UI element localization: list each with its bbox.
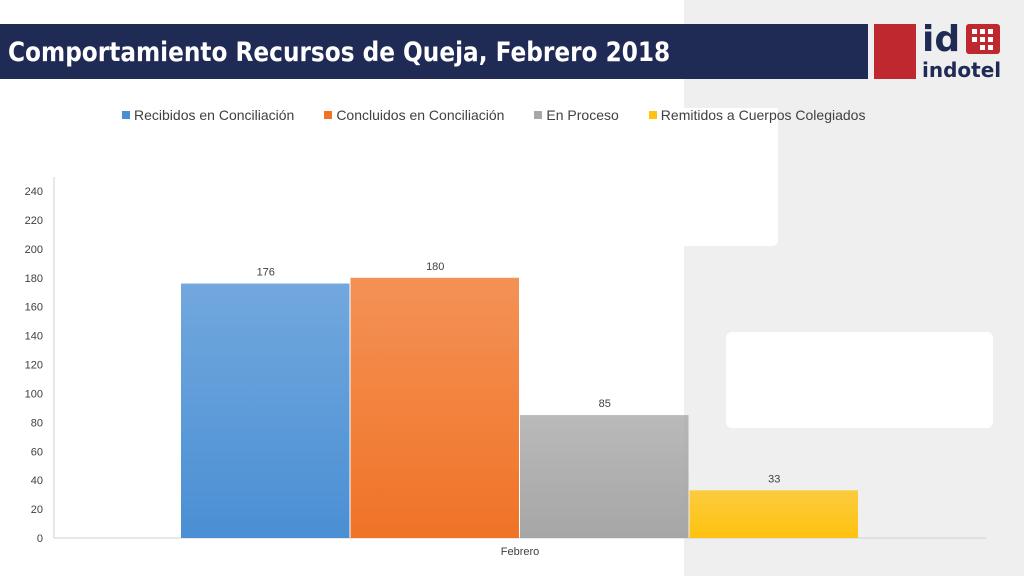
y-tick-label: 80 <box>31 417 43 429</box>
legend-item: Remitidos a Cuerpos Colegiados <box>648 107 866 123</box>
data-label: 85 <box>599 398 611 410</box>
background-card <box>726 332 993 428</box>
chart-bars <box>181 277 858 538</box>
data-label: 33 <box>768 473 780 485</box>
data-label: 180 <box>426 261 444 273</box>
logo-red-block <box>874 24 916 79</box>
y-tick-label: 100 <box>25 388 43 400</box>
y-tick-label: 140 <box>25 331 43 343</box>
y-tick-label: 120 <box>25 360 43 372</box>
legend-item: Recibidos en Conciliación <box>122 107 294 123</box>
y-tick-label: 160 <box>25 302 43 314</box>
y-tick-label: 220 <box>25 215 43 227</box>
chart-legend: Recibidos en Conciliación Concluidos en … <box>122 104 895 126</box>
legend-label: Remitidos a Cuerpos Colegiados <box>660 107 866 123</box>
logo-grid-icon-svg <box>972 29 993 50</box>
background-card <box>684 108 778 246</box>
title-bar <box>0 24 868 79</box>
legend-label: Recibidos en Conciliación <box>134 107 295 123</box>
y-tick-label: 20 <box>31 504 43 516</box>
background-panel <box>684 0 1024 576</box>
bar <box>350 277 519 538</box>
bar <box>520 415 689 538</box>
bar <box>689 490 858 538</box>
logo-word: indotel <box>922 58 1002 82</box>
legend-swatch <box>324 111 333 119</box>
logo-grid-icon <box>966 24 1000 54</box>
legend-swatch <box>648 111 657 119</box>
legend-label: En Proceso <box>546 107 619 123</box>
data-label: 176 <box>257 267 275 279</box>
legend-swatch <box>534 111 543 119</box>
chart-data-labels: 176 180 85 33 <box>257 261 781 486</box>
x-tick-label: Febrero <box>501 546 540 558</box>
y-tick-label: 60 <box>31 446 43 458</box>
logo-mark-text: id <box>922 19 961 60</box>
bar <box>181 283 350 538</box>
legend-label: Concluidos en Conciliación <box>336 107 505 123</box>
legend-item: En Proceso <box>534 107 619 123</box>
y-tick-label: 240 <box>25 186 43 198</box>
y-tick-label: 0 <box>37 533 43 545</box>
legend-item: Concluidos en Conciliación <box>324 107 504 123</box>
y-tick-label: 200 <box>25 244 43 256</box>
y-tick-label: 180 <box>25 273 43 285</box>
y-tick-label: 40 <box>31 475 43 487</box>
page-title: Comportamiento Recursos de Queja, Febrer… <box>8 37 671 68</box>
legend-swatch <box>122 111 130 119</box>
